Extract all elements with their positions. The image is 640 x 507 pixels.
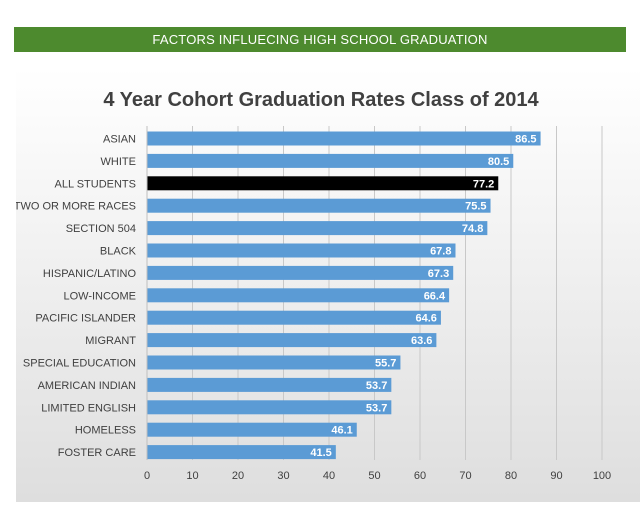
- data-label: 74.8: [462, 223, 483, 235]
- bar: [147, 355, 401, 370]
- category-label: AMERICAN INDIAN: [38, 380, 136, 392]
- x-tick-label: 80: [505, 470, 517, 482]
- x-tick-label: 20: [232, 470, 244, 482]
- bar: [147, 377, 392, 392]
- data-label: 53.7: [366, 402, 387, 414]
- data-label: 67.3: [428, 268, 449, 280]
- banner-title: FACTORS INFLUECING HIGH SCHOOL GRADUATIO…: [152, 32, 488, 47]
- bar: [147, 288, 450, 303]
- bars: 86.5 80.5 77.2 75.5 74.8 67.8 67.3 66.4 64.6 63.6…: [147, 131, 541, 460]
- category-label: WHITE: [101, 156, 136, 168]
- bar: [147, 198, 491, 213]
- highlight-bar: [147, 176, 499, 191]
- category-label: SPECIAL EDUCATION: [23, 358, 136, 370]
- category-label: ALL STUDENTS: [54, 178, 136, 190]
- data-label: 66.4: [424, 290, 446, 302]
- bar: [147, 265, 454, 280]
- category-labels: ASIAN WHITE ALL STUDENTS TWO OR MORE RACES S…: [14, 134, 137, 460]
- bar: [147, 310, 441, 325]
- x-tick-label: 10: [186, 470, 198, 482]
- data-label: 77.2: [473, 178, 494, 190]
- data-label: 63.6: [411, 335, 432, 347]
- section-banner: FACTORS INFLUECING HIGH SCHOOL GRADUATIO…: [14, 27, 626, 52]
- x-tick-label: 90: [550, 470, 562, 482]
- data-label: 53.7: [366, 380, 387, 392]
- category-label: HOMELESS: [75, 425, 136, 437]
- category-label: LOW-INCOME: [63, 290, 136, 302]
- x-tick-label: 40: [323, 470, 335, 482]
- bar: [147, 422, 357, 437]
- category-label: PACIFIC ISLANDER: [35, 313, 136, 325]
- chart-title: 4 Year Cohort Graduation Rates Class of …: [103, 89, 539, 111]
- bar: [147, 445, 336, 460]
- x-axis-ticks: 0 10 20 30 40 50 60 70 80 90 100: [144, 470, 611, 482]
- x-tick-label: 0: [144, 470, 150, 482]
- category-label: BLACK: [100, 246, 137, 258]
- bar: [147, 221, 488, 236]
- data-label: 41.5: [310, 447, 331, 459]
- x-tick-label: 100: [593, 470, 611, 482]
- category-label: FOSTER CARE: [58, 447, 136, 459]
- category-label: HISPANIC/LATINO: [43, 268, 137, 280]
- bar-chart: 4 Year Cohort Graduation Rates Class of …: [14, 89, 611, 482]
- data-label: 86.5: [515, 134, 536, 146]
- x-tick-label: 50: [368, 470, 380, 482]
- bar: [147, 153, 514, 168]
- chart-container: 4 Year Cohort Graduation Rates Class of …: [14, 68, 640, 502]
- data-label: 46.1: [331, 425, 352, 437]
- x-tick-label: 30: [277, 470, 289, 482]
- x-tick-label: 60: [414, 470, 426, 482]
- category-label: MIGRANT: [85, 335, 136, 347]
- category-label: ASIAN: [103, 134, 136, 146]
- data-label: 55.7: [375, 358, 396, 370]
- data-label: 75.5: [465, 201, 486, 213]
- data-label: 67.8: [430, 246, 451, 258]
- category-label: SECTION 504: [66, 223, 136, 235]
- bar: [147, 400, 392, 415]
- category-label: LIMITED ENGLISH: [41, 402, 136, 414]
- bar: [147, 333, 437, 348]
- x-tick-label: 70: [459, 470, 471, 482]
- category-label: TWO OR MORE RACES: [16, 201, 136, 213]
- data-label: 80.5: [488, 156, 509, 168]
- bar: [147, 243, 456, 258]
- bar: [147, 131, 541, 146]
- data-label: 64.6: [416, 313, 437, 325]
